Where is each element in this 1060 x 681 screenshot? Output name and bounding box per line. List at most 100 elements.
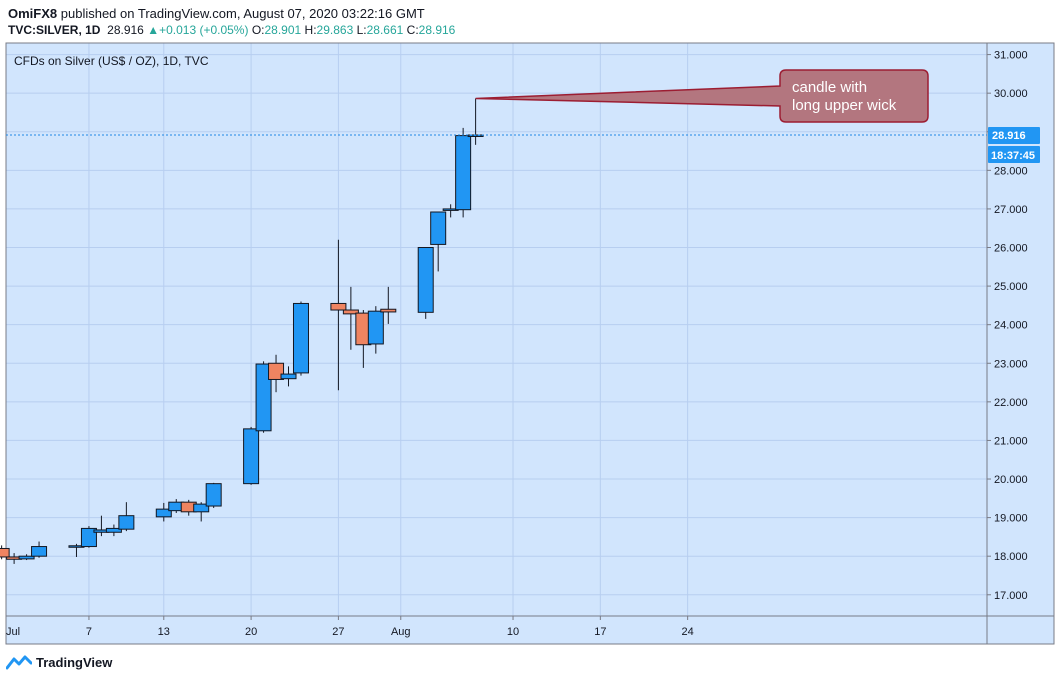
candle[interactable] [0, 545, 10, 560]
last-price-tag [988, 126, 1040, 144]
price-tick-label: 23.000 [994, 358, 1028, 370]
low-label: L: [356, 23, 367, 37]
price-tick-label: 21.000 [994, 435, 1028, 447]
candle-body-down [0, 547, 10, 558]
price-tick-label: 30.000 [994, 88, 1028, 100]
time-tick-label: 20 [245, 626, 257, 638]
price-tick-label: 28.000 [994, 165, 1028, 177]
candle[interactable] [255, 361, 272, 433]
candle-body-up [155, 508, 172, 518]
candle[interactable] [31, 541, 48, 558]
up-arrow-icon: ▲ [147, 23, 160, 37]
price-tick-label: 17.000 [994, 590, 1028, 602]
candle-body-up [205, 483, 222, 507]
candle[interactable] [80, 526, 97, 548]
open-value: 28.901 [264, 23, 302, 37]
plot-frame [5, 42, 1055, 645]
plot-background[interactable] [6, 43, 1054, 644]
candle-body-up [193, 503, 210, 513]
symbol-info: TVC:SILVER, 1D 28.916 ▲+0.013 (+0.05%) O… [8, 23, 455, 37]
time-tick-label: 10 [507, 626, 519, 638]
candle[interactable] [455, 127, 472, 218]
close-value: 28.916 [418, 23, 456, 37]
time-tick-label: 7 [86, 626, 92, 638]
candles[interactable] [0, 98, 484, 564]
time-tick-label: 27 [332, 626, 344, 638]
price-tick-label: 22.000 [994, 397, 1028, 409]
callout-text-line-1: candle with [792, 79, 867, 96]
candle[interactable] [118, 502, 135, 532]
candle-body-up [292, 302, 309, 374]
candle-body-up [417, 247, 434, 313]
close-label: C: [406, 23, 419, 37]
candle-body-up [280, 373, 297, 380]
publisher-name[interactable]: OmiFX8 [8, 6, 58, 21]
price-tick-label: 18.000 [994, 551, 1028, 563]
price-tick-label: 26.000 [994, 243, 1028, 255]
price-tick-label: 25.000 [994, 281, 1028, 293]
callout-text-line-2: long upper wick [792, 97, 897, 114]
candle-body-up [105, 527, 122, 533]
candle-body-up [31, 546, 48, 557]
high-label: H: [304, 23, 317, 37]
candle-body-down [268, 362, 285, 380]
candle[interactable] [243, 426, 260, 485]
footer: TradingView [6, 652, 112, 672]
time-tick-label: Aug [391, 626, 411, 638]
last-price-tag-text: 28.916 [992, 130, 1026, 142]
high-value: 29.863 [316, 23, 354, 37]
candle-body-down [330, 302, 347, 311]
candle[interactable] [268, 354, 285, 393]
candle[interactable] [367, 306, 384, 354]
candle-body-up [118, 515, 135, 530]
grid-lines [6, 43, 987, 616]
candle-body-up [255, 363, 272, 432]
candle[interactable] [18, 554, 35, 561]
price-tick-label: 31.000 [994, 50, 1028, 62]
chart-title: CFDs on Silver (US$ / OZ), 1D, TVC [14, 54, 209, 68]
publish-info: OmiFX8 published on TradingView.com, Aug… [8, 6, 425, 21]
candle[interactable] [330, 239, 347, 391]
candle[interactable] [193, 502, 210, 522]
published-text: published on TradingView.com, August 07,… [60, 6, 425, 21]
candle[interactable] [430, 211, 447, 272]
brand-name[interactable]: TradingView [36, 654, 113, 670]
candle[interactable] [280, 366, 297, 387]
candle-body-up [243, 428, 260, 485]
candle-body-up [430, 211, 447, 245]
last-price: 28.916 [107, 23, 144, 37]
time-tick-label: 17 [594, 626, 606, 638]
candle-body-up [80, 527, 97, 548]
candle[interactable] [105, 524, 122, 537]
candle-body-up [367, 310, 384, 345]
candle-body-up [455, 135, 472, 211]
price-tick-label: 27.000 [994, 204, 1028, 216]
low-value: 28.661 [366, 23, 404, 37]
callout-shape [475, 69, 929, 123]
candle[interactable] [342, 286, 359, 350]
candle[interactable] [155, 502, 172, 522]
candle-body-down [380, 308, 397, 313]
time-tick-label: 24 [682, 626, 694, 638]
price-change: +0.013 (+0.05%) [159, 23, 249, 37]
countdown-tag [988, 145, 1040, 163]
candle[interactable] [417, 247, 434, 319]
open-label: O: [251, 23, 265, 37]
time-axis[interactable]: Jul 7 13 20 27 Aug 10 17 24 [5, 616, 694, 638]
candle-body-down [342, 309, 359, 315]
annotation-callout[interactable]: candle with long upper wick [475, 69, 929, 123]
candle[interactable] [205, 482, 222, 508]
price-tick-label: 20.000 [994, 474, 1028, 486]
time-tick-label: 13 [158, 626, 170, 638]
price-axis[interactable]: 17.000 18.000 19.000 20.000 21.000 22.000 23.0… [987, 50, 1028, 602]
tradingview-logo-icon[interactable] [6, 654, 32, 670]
price-tags: 28.916 18:37:45 [988, 126, 1040, 163]
price-tick-label: 19.000 [994, 513, 1028, 525]
price-tick-label: 24.000 [994, 320, 1028, 332]
candle-body-up [18, 555, 35, 560]
countdown-tag-text: 18:37:45 [991, 150, 1035, 162]
symbol-label: TVC:SILVER, 1D [8, 23, 101, 37]
candle[interactable] [292, 301, 309, 376]
candle[interactable] [380, 286, 397, 324]
